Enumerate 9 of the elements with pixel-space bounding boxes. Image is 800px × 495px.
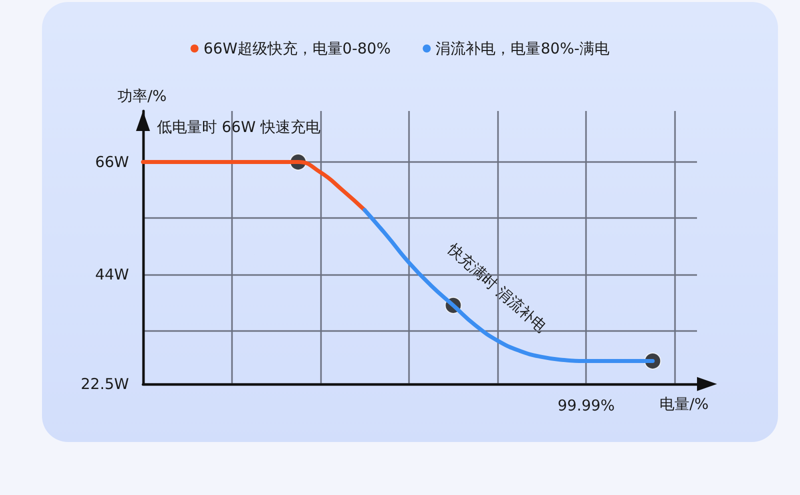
y-axis-title: 功率/% [117, 87, 167, 105]
x-tick-label: 99.99% [558, 396, 615, 414]
annotation: 低电量时 66W 快速充电 [157, 118, 320, 136]
y-tick-label: 44W [95, 265, 130, 284]
legend-label: 66W超级快充，电量0-80% [204, 40, 391, 58]
legend-label: 涓流补电，电量80%-满电 [436, 40, 610, 58]
y-tick-label: 66W [95, 153, 130, 172]
x-axis-title: 电量/% [659, 395, 709, 413]
y-tick-label: 22.5W [80, 375, 130, 393]
